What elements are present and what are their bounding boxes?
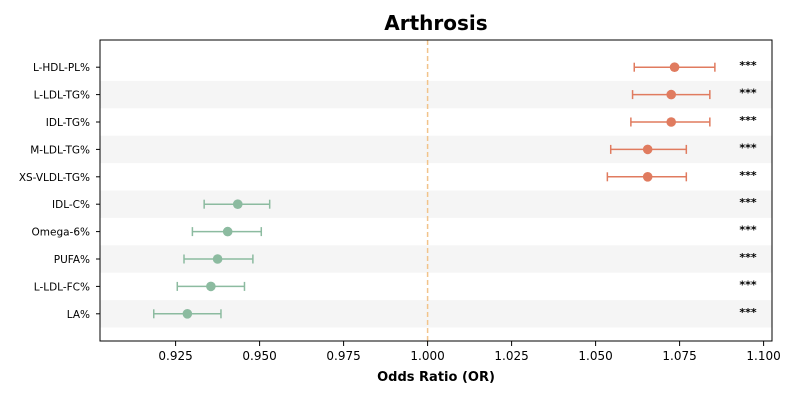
row-label: LA%: [67, 309, 90, 321]
x-tick-label: 1.000: [410, 349, 444, 363]
y-axis-labels: L-HDL-PL% L-LDL-TG% IDL-TG% M-LDL-TG% XS-VLD…: [19, 62, 100, 321]
or-point: [182, 309, 193, 319]
row-label: PUFA%: [54, 254, 90, 266]
x-tick-label: 0.975: [326, 349, 360, 363]
significance-label: ***: [739, 87, 757, 100]
or-point: [206, 281, 216, 292]
x-tick-label: 0.925: [158, 349, 192, 363]
or-point: [642, 172, 653, 182]
significance-label: ***: [739, 59, 757, 72]
x-tick-label: 1.100: [746, 349, 780, 363]
row-label: L-LDL-TG%: [34, 90, 90, 102]
significance-label: ***: [739, 306, 757, 319]
significance-label: ***: [739, 251, 757, 264]
x-tick-label: 1.075: [662, 349, 696, 363]
or-point: [666, 117, 676, 127]
data-marks: [153, 62, 716, 319]
or-point: [212, 254, 223, 264]
significance-label: ***: [739, 114, 757, 127]
row-label: IDL-C%: [52, 199, 90, 211]
or-point: [666, 89, 676, 100]
chart-title: Arthrosis: [384, 11, 487, 35]
significance-label: ***: [739, 278, 757, 291]
row-label: IDL-TG%: [46, 117, 90, 129]
row-label: Omega-6%: [32, 227, 91, 239]
significance-label: ***: [739, 169, 757, 182]
row-label: L-HDL-PL%: [33, 62, 90, 74]
or-point: [222, 226, 233, 237]
or-point: [232, 199, 243, 209]
x-axis-label: Odds Ratio (OR): [377, 370, 495, 385]
row-label: M-LDL-TG%: [30, 144, 90, 156]
significance-label: ***: [739, 196, 757, 209]
row-band: [100, 190, 772, 218]
significance-label: ***: [739, 224, 757, 237]
x-tick-label: 0.950: [242, 349, 276, 363]
x-axis: 0.925 0.950 0.975 1.000 1.025 1.050 1.075 1.100: [158, 341, 781, 363]
or-point: [669, 62, 680, 72]
significance-labels: *** *** *** *** *** *** *** *** *** ***: [739, 59, 757, 319]
x-tick-label: 1.050: [578, 349, 612, 363]
or-point: [642, 144, 653, 155]
row-label: XS-VLDL-TG%: [19, 172, 90, 184]
plot-frame: [99, 39, 773, 342]
row-label: L-LDL-FC%: [34, 281, 90, 293]
significance-label: ***: [739, 141, 757, 154]
x-tick-label: 1.025: [494, 349, 528, 363]
